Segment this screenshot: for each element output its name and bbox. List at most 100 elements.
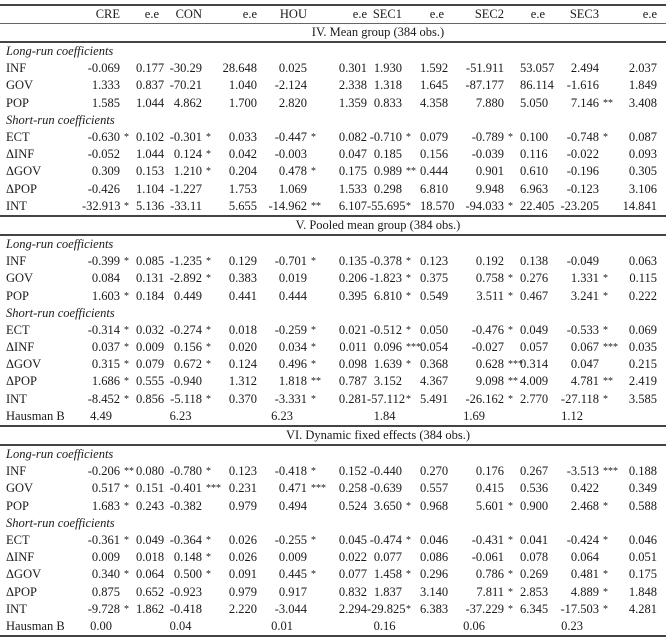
- header-sig: [120, 4, 136, 24]
- significance: *: [508, 273, 513, 285]
- significance: [120, 270, 136, 287]
- empty-cell: [136, 617, 159, 637]
- hausman-value: 0.04: [159, 617, 202, 637]
- coefficient: 0.445: [278, 567, 307, 582]
- standard-error: 0.021: [338, 322, 367, 337]
- significance: [202, 197, 222, 217]
- coefficient: -2.892: [169, 271, 202, 286]
- row-label: INF: [6, 254, 27, 269]
- subheading: Long-run coefficients: [6, 44, 114, 59]
- standard-error: 0.524: [338, 498, 367, 513]
- hausman-value: 4.49: [82, 407, 120, 427]
- standard-error: 0.301: [338, 61, 367, 76]
- significance: **: [406, 166, 416, 178]
- standard-error: 0.375: [420, 271, 449, 286]
- coefficient: -57.112: [367, 391, 406, 406]
- coefficient: 0.096: [373, 340, 402, 355]
- standard-error: 0.050: [420, 322, 449, 337]
- coefficient: -0.426: [87, 181, 120, 196]
- subheading: Short-run coefficients: [6, 305, 115, 320]
- table-row: ΔPOP -0.426 1.104 -1.227 1.753 1.069 1.533 0.29…: [0, 181, 666, 198]
- standard-error: 0.051: [628, 550, 657, 565]
- coefficient: -0.061: [471, 550, 504, 565]
- significance: [402, 480, 420, 497]
- standard-error: 0.124: [228, 357, 257, 372]
- significance: [504, 339, 520, 356]
- coefficient: 0.064: [570, 550, 599, 565]
- standard-error: 0.135: [338, 254, 367, 269]
- significance: *: [508, 603, 513, 615]
- standard-error: 0.098: [338, 357, 367, 372]
- standard-error: 0.206: [338, 271, 367, 286]
- standard-error: 0.177: [136, 61, 165, 76]
- standard-error: 0.281: [338, 391, 367, 406]
- coefficient: -26.162: [465, 391, 504, 406]
- header-con: CON: [159, 4, 202, 24]
- coefficient: 1.837: [373, 584, 402, 599]
- standard-error: 1.753: [228, 181, 257, 196]
- row-label: INF: [6, 61, 27, 76]
- significance: *: [406, 603, 411, 615]
- significance: ***: [206, 483, 221, 495]
- coefficient: 0.471: [278, 481, 307, 496]
- empty-cell: [420, 407, 444, 427]
- standard-error: 1.592: [420, 61, 449, 76]
- hausman-row: Hausman B 4.49 6.23 6.23 1.84 1.69 1.12: [0, 407, 666, 427]
- significance: *: [406, 273, 411, 285]
- standard-error: 2.338: [338, 78, 367, 93]
- coefficient: -9.728: [87, 601, 120, 616]
- significance: *: [311, 466, 316, 478]
- standard-error: 0.026: [228, 550, 257, 565]
- significance: *: [508, 500, 513, 512]
- standard-error: 0.057: [520, 340, 549, 355]
- hausman-value: 1.69: [444, 407, 504, 427]
- standard-error: 53.057: [520, 61, 555, 76]
- significance: [599, 77, 620, 94]
- standard-error: 0.832: [338, 584, 367, 599]
- significance: **: [603, 97, 613, 109]
- significance: [599, 163, 620, 180]
- standard-error: 0.054: [420, 340, 449, 355]
- significance: *: [206, 324, 211, 336]
- significance: *: [603, 290, 608, 302]
- standard-error: 3.585: [628, 391, 657, 406]
- row-label: INT: [6, 391, 27, 406]
- coefficient: 0.067: [570, 340, 599, 355]
- standard-error: 0.152: [338, 464, 367, 479]
- significance: ***: [603, 342, 618, 354]
- row-label: ΔGOV: [6, 357, 42, 372]
- significance: *: [406, 256, 411, 268]
- significance: *: [206, 166, 211, 178]
- coefficient: 6.810: [373, 288, 402, 303]
- coefficient: -0.049: [566, 254, 599, 269]
- significance: *: [124, 393, 129, 405]
- coefficient: -0.361: [87, 532, 120, 547]
- significance: [202, 601, 222, 618]
- standard-error: 0.156: [420, 147, 449, 162]
- coefficient: 0.672: [173, 357, 202, 372]
- significance: [599, 181, 620, 198]
- significance: [599, 253, 620, 270]
- significance: *: [124, 603, 129, 615]
- table-row: ECT -0.361 * 0.049 -0.364 * 0.026 -0.255 * 0.045-…: [0, 532, 666, 549]
- section-title: IV. Mean group (384 obs.): [0, 23, 666, 43]
- empty-cell: [520, 617, 545, 637]
- standard-error: 0.069: [628, 322, 657, 337]
- standard-error: 0.033: [228, 130, 257, 145]
- significance: *: [206, 149, 211, 161]
- subheading-row: Long-run coefficients: [0, 235, 666, 253]
- standard-error: 2.853: [520, 584, 549, 599]
- header-se: e.e: [620, 4, 666, 24]
- coefficient: 0.494: [278, 498, 307, 513]
- significance: [120, 146, 136, 163]
- significance: *: [402, 197, 420, 217]
- significance: [402, 181, 420, 198]
- coefficient: -0.512: [369, 322, 402, 337]
- table-row: ΔINF 0.037 * 0.009 0.156 * 0.020 0.034 * 0.011 0.0…: [0, 339, 666, 356]
- hausman-value: 0.16: [367, 617, 402, 637]
- row-label: ECT: [6, 532, 30, 547]
- standard-error: 0.123: [420, 254, 449, 269]
- coefficient: 2.820: [278, 95, 307, 110]
- row-label: ΔINF: [6, 550, 35, 565]
- significance: *: [206, 466, 211, 478]
